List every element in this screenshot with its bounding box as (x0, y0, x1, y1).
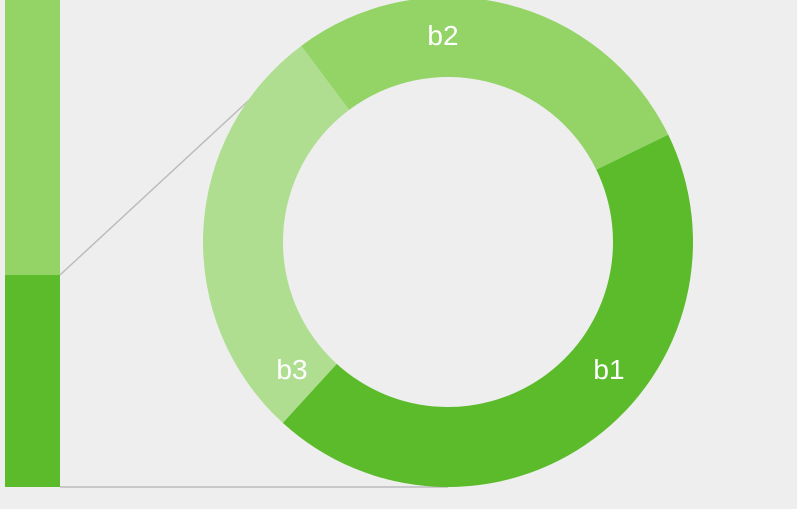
chart-canvas: abb2b1b3 (0, 0, 797, 509)
donut-label-b1: b1 (593, 354, 624, 386)
donut-slice-b2 (283, 135, 693, 487)
donut-label-b2: b2 (427, 20, 458, 52)
donut-chart (203, 0, 693, 487)
donut-slice-b3 (301, 0, 668, 170)
donut-label-b3: b3 (276, 354, 307, 386)
bar-segment-b (5, 275, 60, 487)
bar-segment-a (5, 0, 60, 275)
